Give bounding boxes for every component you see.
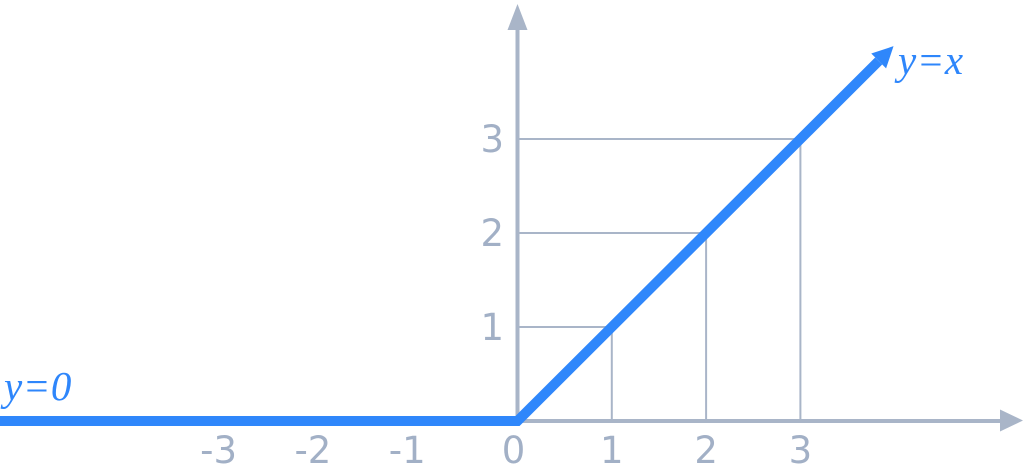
y-axis-arrowhead-icon [507, 4, 528, 30]
x-axis-tick-label: -3 [200, 429, 237, 467]
x-axis-tick-label: 3 [789, 429, 813, 467]
y-axis-tick-label: 3 [480, 118, 504, 161]
y-axis-tick-label: 1 [480, 306, 504, 349]
y-axis-tick-label: 2 [480, 212, 504, 255]
x-axis-tick-label: 0 [502, 429, 526, 467]
x-axis-tick-label: 1 [600, 429, 624, 467]
x-axis-tick-label: 2 [694, 429, 718, 467]
label-y-equals-zero: y=0 [4, 363, 72, 409]
x-axis-tick-label: -2 [294, 429, 331, 467]
x-axis-arrowhead-icon [1000, 409, 1023, 432]
label-y-equals-x: y=x [898, 37, 964, 83]
x-axis-tick-label: -1 [389, 429, 426, 467]
function-line-arrowhead-icon [871, 46, 894, 69]
function-line [0, 57, 883, 426]
